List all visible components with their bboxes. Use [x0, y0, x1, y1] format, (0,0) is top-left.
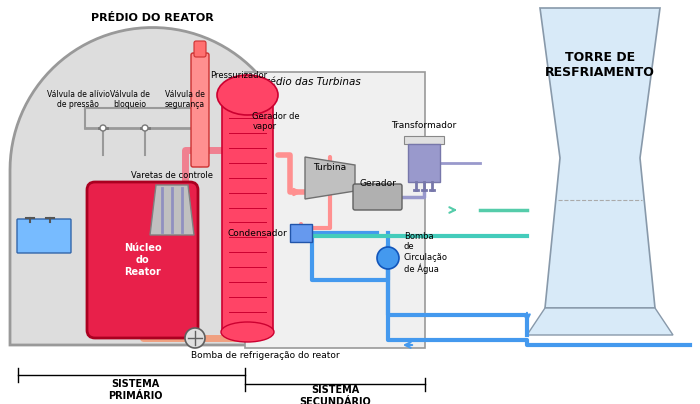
Circle shape [142, 125, 148, 131]
Text: Válvula de
bloqueio: Válvula de bloqueio [110, 90, 150, 109]
Bar [408, 144, 440, 182]
FancyBboxPatch shape [222, 97, 273, 333]
Text: Bomba
de
Circulação
de Água: Bomba de Circulação de Água [404, 232, 448, 274]
Ellipse shape [217, 75, 278, 115]
Text: Transformador: Transformador [391, 120, 456, 130]
Text: Válvula de
segurança: Válvula de segurança [165, 90, 205, 109]
Text: Núcleo
do
Reator: Núcleo do Reator [124, 243, 161, 277]
Text: Condensador: Condensador [228, 229, 287, 238]
Bar [245, 72, 425, 348]
Circle shape [377, 247, 399, 269]
Circle shape [100, 125, 106, 131]
Bar [404, 136, 444, 144]
Text: Gerador: Gerador [359, 179, 396, 189]
Circle shape [185, 328, 205, 348]
Text: Bomba de refrigeração do reator: Bomba de refrigeração do reator [190, 351, 340, 360]
FancyBboxPatch shape [353, 184, 402, 210]
Polygon shape [540, 8, 660, 308]
FancyBboxPatch shape [17, 219, 71, 253]
Text: Prédio das Turbinas: Prédio das Turbinas [259, 77, 361, 87]
Polygon shape [527, 308, 673, 335]
FancyBboxPatch shape [194, 41, 206, 57]
Text: TORRE DE
RESFRIAMENTO: TORRE DE RESFRIAMENTO [545, 51, 655, 79]
FancyBboxPatch shape [191, 53, 209, 167]
Text: Pressurizador: Pressurizador [210, 71, 267, 80]
Text: SISTEMA
PRIMÁRIO: SISTEMA PRIMÁRIO [108, 379, 162, 401]
Text: Turbina: Turbina [314, 164, 346, 173]
Polygon shape [150, 185, 194, 235]
Text: Varetas de controle: Varetas de controle [131, 170, 213, 179]
Ellipse shape [221, 322, 274, 342]
Text: Válvula de alívio
de pressão: Válvula de alívio de pressão [47, 90, 109, 109]
Text: Gerador de
vapor: Gerador de vapor [253, 112, 300, 131]
Text: PRÉDIO DO REATOR: PRÉDIO DO REATOR [91, 13, 214, 23]
FancyBboxPatch shape [87, 182, 198, 338]
Polygon shape [305, 157, 355, 199]
Bar [290, 224, 312, 242]
Text: SISTEMA
SECUNDÁRIO: SISTEMA SECUNDÁRIO [299, 385, 371, 404]
Polygon shape [10, 27, 295, 345]
